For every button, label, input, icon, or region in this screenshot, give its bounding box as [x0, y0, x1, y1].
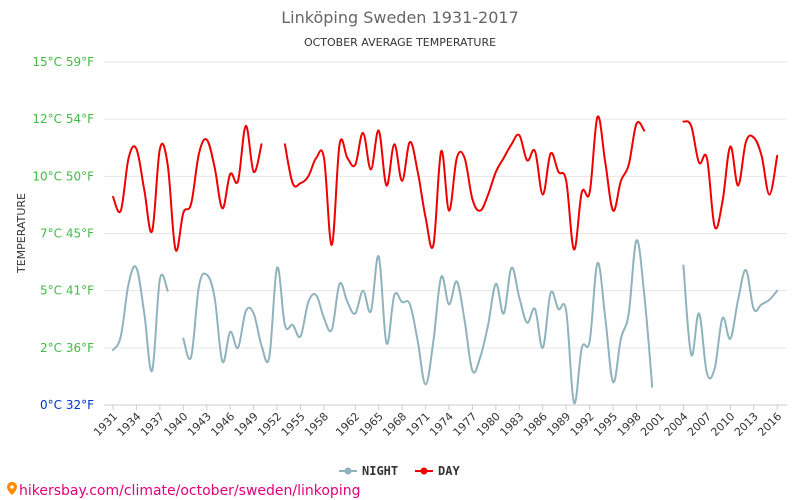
x-tick-label: 1971	[404, 410, 433, 439]
series-line-night	[682, 264, 779, 380]
x-tick-label: 2013	[732, 410, 761, 439]
x-tick-label: 1937	[138, 410, 167, 439]
gridlines	[104, 61, 787, 406]
y-tick-label: 2°C 36°F	[40, 341, 94, 355]
x-tick-label: 1949	[232, 410, 261, 439]
x-tick-label: 1946	[208, 410, 237, 439]
x-tick-label: 2001	[638, 410, 667, 439]
y-tick-label: 7°C 45°F	[40, 227, 94, 241]
x-tick-label: 1989	[544, 410, 573, 439]
x-tick-label: 1965	[357, 410, 386, 439]
x-tick-label: 1943	[185, 410, 214, 439]
series-line-day	[112, 124, 263, 252]
x-tick-label: 1992	[568, 410, 597, 439]
x-tick-label: 1968	[380, 410, 409, 439]
x-tick-label: 1931	[91, 410, 120, 439]
x-tick-label: 1934	[115, 410, 144, 439]
series-line-day	[283, 115, 646, 251]
x-tick-label: 1952	[255, 410, 284, 439]
y-tick-labels: 0°C 32°F 2°C 36°F 5°C 41°F 7°C 45°F 10°C 50°…	[32, 55, 94, 412]
legend-marker-night	[344, 467, 352, 475]
legend-label-night: NIGHT	[362, 464, 398, 478]
x-tick-labels: 1931193419371940194319461949195219551958…	[91, 405, 784, 439]
x-tick-label: 1974	[427, 410, 456, 439]
x-tick-label: 1940	[161, 410, 190, 439]
x-tick-label: 1986	[521, 410, 550, 439]
series-line-night	[112, 265, 169, 372]
series-line-night	[182, 239, 654, 404]
x-tick-label: 1983	[497, 410, 526, 439]
x-tick-label: 1998	[615, 410, 644, 439]
credit-text[interactable]: hikersbay.com/climate/october/sweden/lin…	[19, 483, 360, 499]
series-line-day	[682, 120, 779, 230]
location-pin-icon	[7, 482, 17, 495]
x-tick-label: 1995	[591, 410, 620, 439]
x-tick-label: 1962	[333, 410, 362, 439]
legend[interactable]: NIGHT DAY	[339, 464, 460, 478]
chart-title: Linköping Sweden 1931-2017	[281, 8, 519, 27]
y-tick-label: 15°C 59°F	[32, 55, 94, 69]
credit-link[interactable]: hikersbay.com/climate/october/sweden/lin…	[7, 482, 360, 499]
x-tick-label: 1977	[451, 410, 480, 439]
y-tick-label: 5°C 41°F	[40, 284, 94, 298]
y-tick-label: 0°C 32°F	[40, 398, 94, 412]
x-tick-label: 1955	[279, 410, 308, 439]
chart-subtitle: OCTOBER AVERAGE TEMPERATURE	[304, 36, 496, 49]
legend-label-day: DAY	[438, 464, 460, 478]
x-tick-label: 2016	[755, 410, 784, 439]
legend-item-day[interactable]: DAY	[415, 464, 460, 478]
series-night	[112, 239, 779, 404]
x-tick-label: 2007	[685, 410, 714, 439]
y-axis-label: TEMPERATURE	[15, 193, 28, 274]
x-tick-label: 1958	[302, 410, 331, 439]
series-lines	[112, 115, 779, 404]
y-tick-label: 10°C 50°F	[32, 169, 94, 183]
series-day	[112, 115, 779, 252]
y-tick-label: 12°C 54°F	[32, 112, 94, 126]
legend-item-night[interactable]: NIGHT	[339, 464, 398, 478]
x-tick-label: 2010	[708, 410, 737, 439]
x-tick-label: 1980	[474, 410, 503, 439]
x-tick-label: 2004	[662, 410, 691, 439]
legend-marker-day	[420, 467, 428, 475]
